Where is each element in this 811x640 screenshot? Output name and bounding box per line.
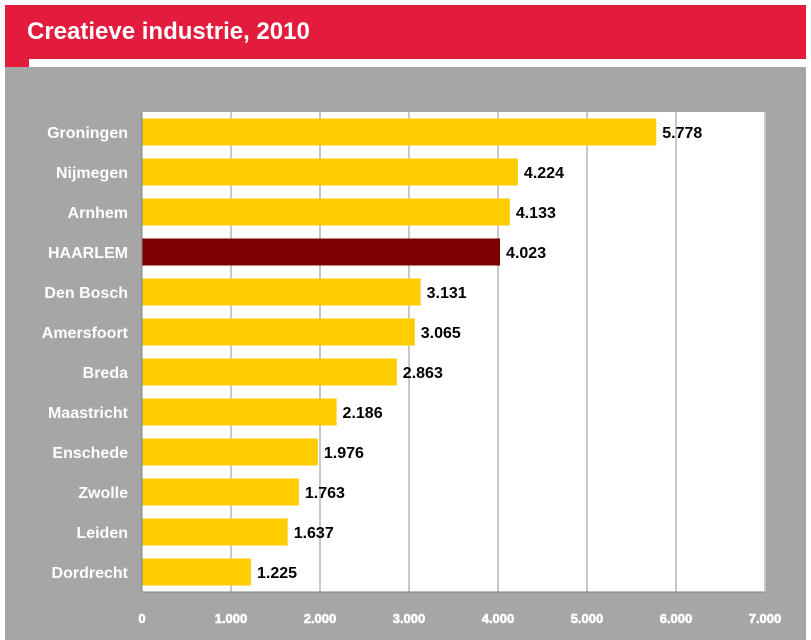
category-label: Arnhem: [68, 205, 128, 222]
bar: [142, 198, 510, 226]
category-label: Dordrecht: [52, 565, 129, 582]
data-label: 2.186: [343, 405, 383, 422]
x-tick-label: 7.000: [749, 611, 782, 626]
bar: [142, 438, 318, 466]
bar: [142, 478, 299, 506]
x-tick-label: 0: [138, 611, 145, 626]
data-label: 3.065: [421, 325, 461, 342]
x-tick-label: 6.000: [660, 611, 693, 626]
category-label: Zwolle: [78, 485, 128, 502]
category-label: Den Bosch: [44, 285, 128, 302]
data-label: 2.863: [403, 365, 443, 382]
x-tick-label: 5.000: [571, 611, 604, 626]
bar: [142, 278, 421, 306]
bar: [142, 318, 415, 346]
category-label: HAARLEM: [48, 245, 128, 262]
data-label: 1.763: [305, 485, 345, 502]
data-label: 1.637: [294, 525, 334, 542]
category-label: Nijmegen: [56, 165, 128, 182]
data-label: 4.224: [524, 165, 564, 182]
title-bar: Creatieve industrie, 2010: [5, 5, 806, 59]
data-label: 1.225: [257, 565, 297, 582]
bar: [142, 558, 252, 586]
category-label: Maastricht: [48, 405, 129, 422]
x-tick-label: 4.000: [482, 611, 515, 626]
category-label: Leiden: [76, 525, 128, 542]
data-label: 4.023: [506, 245, 546, 262]
bar: [142, 238, 501, 266]
x-tick-label: 2.000: [304, 611, 337, 626]
chart-title: Creatieve industrie, 2010: [27, 18, 310, 45]
data-label: 1.976: [324, 445, 364, 462]
bar: [142, 118, 657, 146]
data-label: 4.133: [516, 205, 556, 222]
data-label: 3.131: [427, 285, 467, 302]
category-label: Breda: [83, 365, 128, 382]
x-tick-label: 1.000: [215, 611, 248, 626]
bar: [142, 158, 518, 186]
x-tick-label: 3.000: [393, 611, 426, 626]
bar: [142, 358, 397, 386]
category-label: Groningen: [47, 125, 128, 142]
bar: [142, 518, 288, 546]
plot-area: [142, 112, 765, 592]
category-label: Enschede: [52, 445, 128, 462]
title-accent: [5, 59, 29, 67]
data-label: 5.778: [662, 125, 702, 142]
bar: [142, 398, 337, 426]
category-label: Amersfoort: [42, 325, 129, 342]
